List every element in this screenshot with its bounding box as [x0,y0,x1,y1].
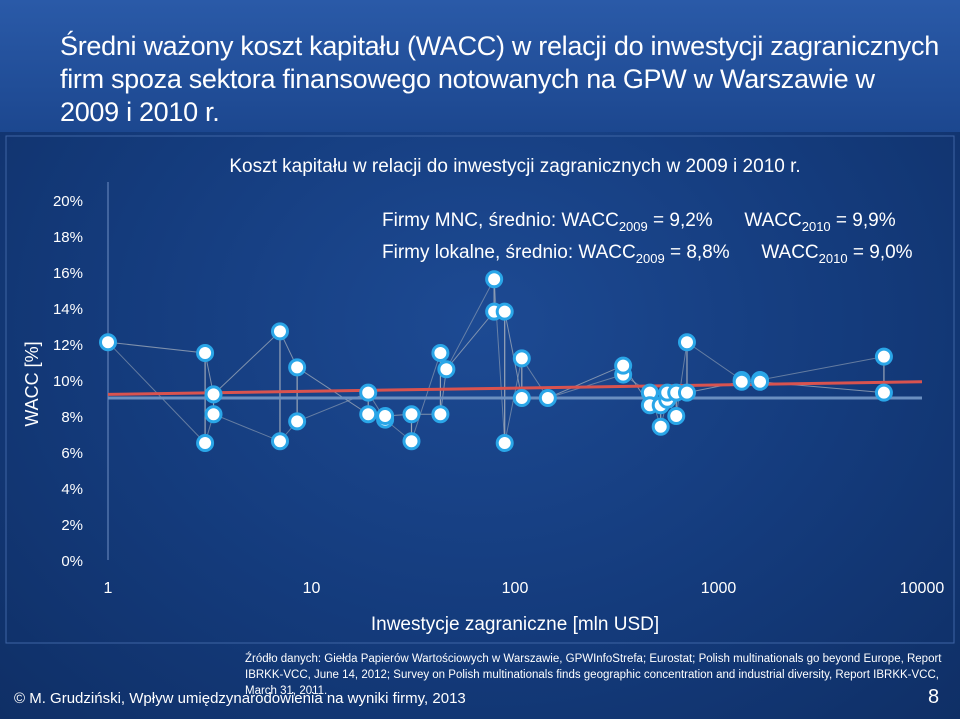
data-point [677,383,696,402]
data-point [667,407,686,425]
y-tick-label: 0% [61,553,83,570]
data-point [431,344,450,362]
data-point [538,389,557,407]
y-tick-label: 16% [53,265,83,282]
data-point [732,372,751,391]
data-point [512,389,531,407]
data-point [431,405,450,424]
annotation-part: = 9,0% [848,242,913,263]
annotation-part: 2010 [819,251,848,266]
data-point [874,383,893,402]
y-tick-label: 10% [53,373,83,390]
slide-title: Średni ważony koszt kapitału (WACC) w re… [60,31,939,127]
annotation-part: = 9,9% [831,210,896,231]
data-point [874,347,893,366]
chart-area-frame [5,135,955,644]
annotation-part: WACC [713,210,802,231]
annotation-part: Firmy MNC, średnio: WACC [382,210,619,231]
annotation-part: 2009 [619,219,648,234]
data-point [437,360,456,379]
data-point [751,372,770,391]
data-point [99,333,117,352]
y-tick-label: 4% [61,481,83,498]
y-tick-label: 12% [53,337,83,354]
data-point [359,405,378,424]
data-point [270,432,289,451]
data-point [677,333,696,352]
data-point [376,407,395,425]
y-tick-label: 14% [53,301,83,318]
x-tick-label: 1000 [701,580,737,597]
x-tick-label: 10 [303,580,321,597]
y-tick-label: 2% [61,517,83,534]
data-point [204,385,223,404]
y-tick-label: 18% [53,229,83,246]
source-note: Źródło danych: Giełda Papierów Wartościo… [245,653,942,697]
trend-line [107,380,923,396]
annotation-part: = 8,8% [665,242,730,263]
title-band [0,0,960,132]
data-point [614,356,633,375]
data-point [402,432,421,451]
data-point [512,349,531,368]
series-2010-line [107,311,884,417]
y-tick-label: 20% [53,193,83,210]
annotation-part: = 9,2% [648,210,713,231]
annotation-part: 2010 [802,219,831,234]
data-point [495,434,514,452]
page-number: 8 [928,686,940,708]
chart-title: Koszt kapitału w relacji do inwestycji z… [229,156,800,177]
data-point [196,344,215,362]
data-point [196,434,215,452]
x-tick-label: 100 [502,580,529,597]
x-tick-label: 10000 [900,580,945,597]
data-point [402,405,421,424]
x-axis-title: Inwestycje zagraniczne [mln USD] [371,614,659,635]
data-point [651,417,670,436]
annotation-part: WACC [730,242,819,263]
y-tick-label: 8% [61,409,83,426]
annotation-part: 2009 [636,251,665,266]
data-point [288,358,307,377]
data-point [288,412,307,431]
footer-author: © M. Grudziński, Wpływ umiędzynarodowien… [14,690,466,707]
y-tick-label: 6% [61,445,83,462]
data-point [204,405,223,424]
average-annotation: Firmy lokalne, średnio: WACC2009 = 8,8% … [382,242,913,266]
average-annotation: Firmy MNC, średnio: WACC2009 = 9,2% WACC… [382,210,896,234]
x-tick-label: 1 [104,580,113,597]
data-point [495,302,514,321]
data-point [270,322,289,341]
data-point [359,383,378,402]
annotation-part: Firmy lokalne, średnio: WACC [382,242,636,263]
y-axis-title: WACC [%] [22,341,42,426]
data-point [485,270,504,289]
